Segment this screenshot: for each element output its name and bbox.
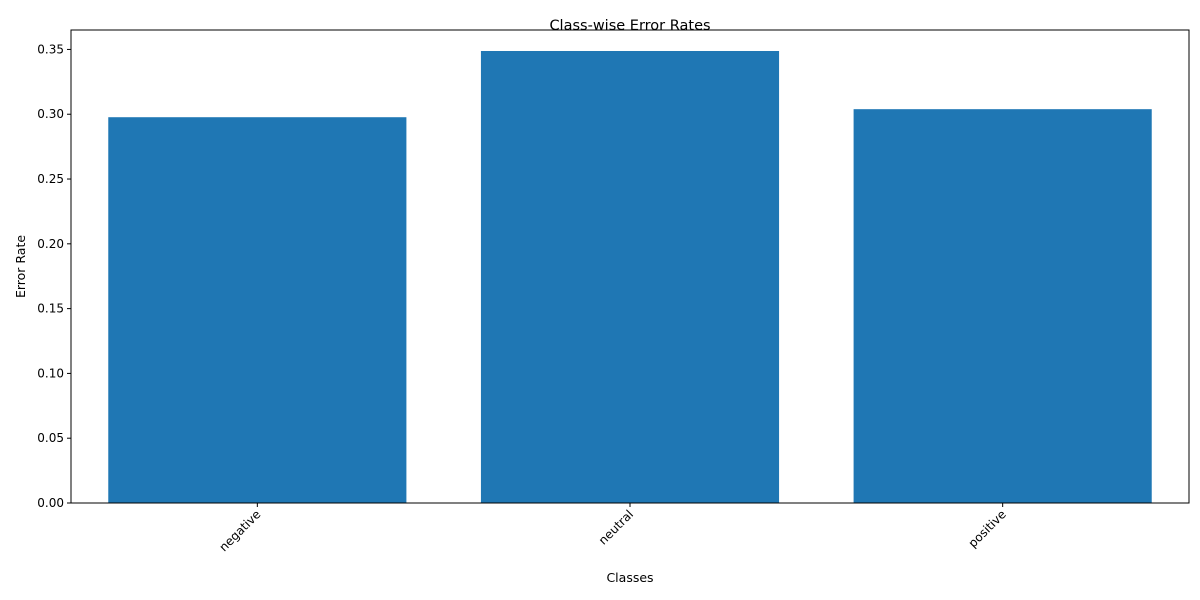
y-tick-label: 0.10	[37, 366, 64, 380]
bar-neutral	[480, 50, 780, 504]
bars-group	[108, 50, 1152, 504]
plot-frame	[70, 29, 1190, 504]
y-axis: 0.00 0.05 0.10 0.15 0.20 0.25 0.30 0.35	[37, 42, 71, 510]
y-tick-label: 0.00	[37, 496, 64, 510]
y-tick-label: 0.15	[37, 302, 64, 316]
y-tick-label: 0.30	[37, 107, 64, 121]
y-tick-label: 0.25	[37, 172, 64, 186]
x-axis-label: Classes	[606, 570, 653, 585]
chart-title: Class-wise Error Rates	[549, 18, 710, 34]
y-tick-label: 0.35	[37, 42, 64, 56]
y-tick-label: 0.05	[37, 431, 64, 445]
y-tick-label: 0.20	[37, 237, 64, 251]
y-axis-label: Error Rate	[13, 235, 28, 298]
bar-positive	[853, 109, 1152, 504]
bar-negative	[108, 117, 407, 504]
